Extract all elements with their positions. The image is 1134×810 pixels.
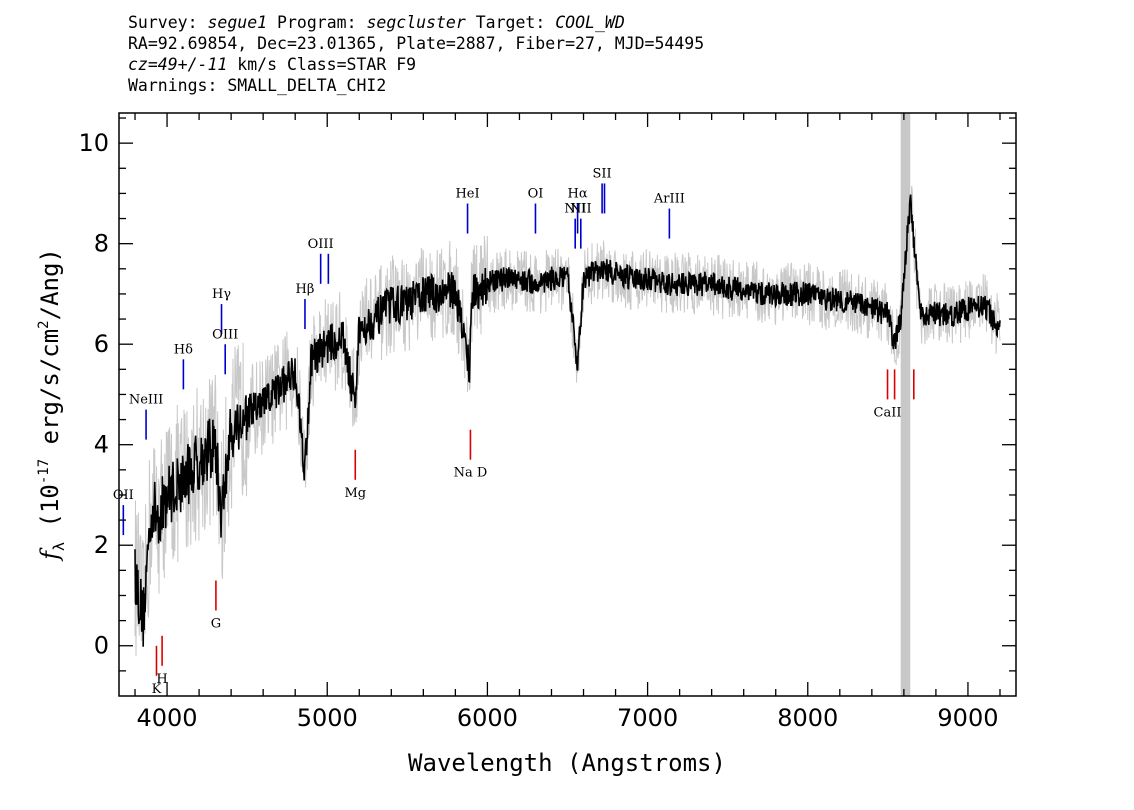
y-tick-label: 0: [94, 632, 109, 660]
emission-line-label: Hγ: [212, 287, 231, 302]
header-line-1: Survey: segue1 Program: segcluster Targe…: [128, 13, 625, 32]
absorption-line-label: Na D: [454, 466, 488, 481]
absorption-line-label: K: [152, 682, 162, 697]
y-tick-label: 10: [78, 129, 109, 157]
emission-line-label: HeI: [455, 187, 479, 202]
y-axis-label: fλ (10-17 erg/s/cm2/Ang): [36, 248, 68, 562]
program-value: segcluster: [366, 13, 466, 32]
masked-band: [900, 113, 911, 696]
x-tick-label: 7000: [617, 704, 678, 732]
target-value: COOL_WD: [555, 13, 625, 32]
survey-value: segue1: [207, 13, 268, 32]
class-value: km/s Class=STAR F9: [227, 55, 417, 74]
absorption-line-label: H: [156, 672, 167, 687]
x-tick-label: 9000: [937, 704, 998, 732]
emission-line-label: ArIII: [653, 192, 685, 207]
emission-line-label: NII: [570, 202, 592, 217]
header-warnings: Warnings: SMALL_DELTA_CHI2: [128, 76, 387, 95]
redshift-value: cz=49+/-11: [128, 55, 228, 74]
emission-line-label: OI: [528, 187, 544, 202]
emission-line-label: SII: [593, 166, 612, 181]
x-tick-label: 8000: [777, 704, 838, 732]
y-tick-label: 4: [94, 431, 109, 459]
emission-line-label: OIII: [212, 327, 238, 342]
y-tick-label: 2: [94, 531, 109, 559]
x-tick-label: 4000: [137, 704, 198, 732]
header-line-2: RA=92.69854, Dec=23.01365, Plate=2887, F…: [128, 34, 705, 53]
emission-line-label: NeIII: [129, 393, 163, 408]
header-line-3: cz=49+/-11 km/s Class=STAR F9: [128, 54, 704, 75]
absorption-line-label: Mg: [344, 486, 366, 501]
emission-line-label: Hδ: [174, 342, 193, 357]
absorption-line-label: CaII: [874, 405, 902, 420]
x-tick-label: 5000: [297, 704, 358, 732]
emission-line-label: Hα: [568, 187, 588, 202]
flux-series: [134, 194, 1001, 647]
x-axis-label: Wavelength (Angstroms): [408, 749, 726, 777]
y-tick-label: 6: [94, 330, 109, 358]
y-tick-label: 8: [94, 230, 109, 258]
emission-line-label: OIII: [308, 237, 334, 252]
plot-frame: [118, 112, 1017, 697]
x-tick-label: 6000: [457, 704, 518, 732]
spectrum-header: Survey: segue1 Program: segcluster Targe…: [128, 12, 704, 96]
error-series: [134, 186, 1001, 656]
absorption-line-label: G: [211, 616, 221, 631]
emission-line-label: Hβ: [296, 282, 315, 297]
emission-line-label: NII: [564, 202, 586, 217]
